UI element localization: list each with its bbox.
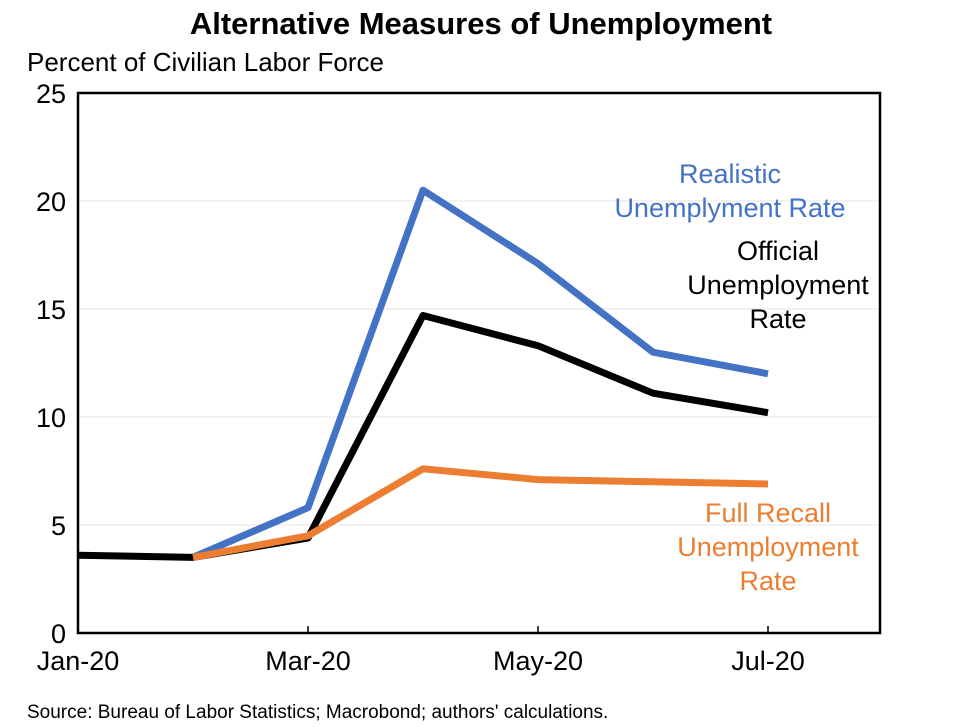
x-tick-label: May-20: [493, 646, 583, 676]
y-axis-ticks: 0 5 10 15 20 25: [36, 79, 66, 649]
series-lines: [77, 186, 769, 561]
y-tick-label: 0: [51, 619, 66, 649]
series-labels: Realistic Unemplyment Rate Official Unemplo…: [614, 159, 869, 596]
y-tick-label: 15: [36, 295, 66, 325]
x-tick-label: Mar-20: [265, 646, 351, 676]
y-tick-label: 5: [51, 511, 66, 541]
series-label-realistic: Realistic Unemplyment Rate: [614, 159, 845, 223]
x-axis-ticks: Jan-20 Mar-20 May-20 Jul-20: [37, 626, 805, 676]
x-tick-label: Jan-20: [37, 646, 120, 676]
chart-title: Alternative Measures of Unemployment: [190, 6, 772, 41]
y-tick-label: 25: [36, 79, 66, 109]
source-note: Source: Bureau of Labor Statistics; Macr…: [27, 702, 608, 723]
y-axis-label: Percent of Civilian Labor Force: [27, 47, 384, 77]
y-tick-label: 20: [36, 187, 66, 217]
series-line-realistic: [191, 186, 769, 561]
plot-area-frame: [76, 91, 882, 635]
grid-lines: [78, 200, 880, 526]
series-label-official: Official Unemployment Rate: [687, 236, 869, 334]
series-label-full-recall: Full Recall Unemployment Rate: [677, 498, 859, 596]
series-line-full-recall: [192, 465, 769, 561]
y-tick-label: 10: [36, 403, 66, 433]
x-tick-label: Jul-20: [731, 646, 805, 676]
